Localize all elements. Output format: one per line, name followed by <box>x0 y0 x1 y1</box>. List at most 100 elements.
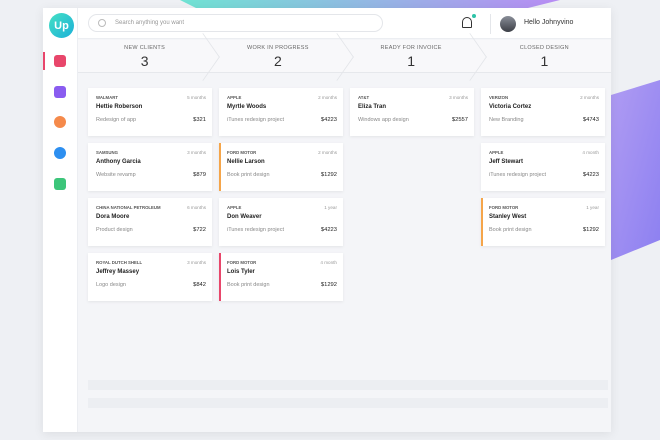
placeholder-row <box>88 398 608 408</box>
avatar[interactable] <box>500 16 516 32</box>
placeholder-row <box>88 380 608 390</box>
company: APPLE <box>227 95 242 100</box>
search-input[interactable]: Search anything you want <box>88 14 383 32</box>
project-card[interactable]: CHINA NATIONAL PETROLEUM 6 months Dora Moo… <box>88 198 212 246</box>
card-row: Book print design $1292 <box>227 282 337 288</box>
notifications[interactable] <box>462 14 476 28</box>
nav-reports[interactable] <box>54 116 66 128</box>
project-card[interactable]: SAMSUNG 3 months Anthony Garcia Website rev… <box>88 143 212 191</box>
duration: 1 year <box>324 205 337 210</box>
price: $4743 <box>582 117 599 123</box>
project: iTunes redesign project <box>489 172 546 178</box>
price: $4223 <box>320 117 337 123</box>
project-card[interactable]: VERIZON 2 months Victoria Cortez New Brandi… <box>481 88 605 136</box>
price: $879 <box>193 172 206 178</box>
client-name: Victoria Cortez <box>489 104 532 110</box>
duration: 4 month <box>320 260 337 265</box>
stage-header[interactable]: WORK IN PROGRESS 2 <box>211 40 344 72</box>
client-name: Stanley West <box>489 214 527 220</box>
duration: 6 months <box>187 205 206 210</box>
client-name: Nellie Larson <box>227 159 265 165</box>
company: APPLE <box>227 205 242 210</box>
stage-title: READY FOR INVOICE <box>380 45 442 51</box>
client-name: Don Weaver <box>227 214 262 220</box>
logo[interactable]: Up <box>49 13 74 38</box>
duration: 3 months <box>449 95 468 100</box>
project: Book print design <box>227 172 270 178</box>
card-row: APPLE 1 year <box>227 205 337 210</box>
card-row: FORD MOTOR 1 year <box>489 205 599 210</box>
client-name: Lois Tyler <box>227 269 255 275</box>
card-row: Redesign of app $321 <box>96 117 206 123</box>
company: FORD MOTOR <box>227 260 257 265</box>
header: Search anything you want Hello Johnyvino <box>78 8 611 39</box>
duration: 3 months <box>187 150 206 155</box>
price: $1292 <box>320 282 337 288</box>
company: SAMSUNG <box>96 150 118 155</box>
nav-dashboard[interactable] <box>54 55 66 67</box>
company: ROYAL DUTCH SHELL <box>96 260 143 265</box>
project-card[interactable]: FORD MOTOR 2 months Nellie Larson Book prin… <box>219 143 343 191</box>
company: VERIZON <box>489 95 509 100</box>
card-row: Website revamp $879 <box>96 172 206 178</box>
client-name: Eliza Tran <box>358 104 387 110</box>
nav-explore[interactable] <box>54 147 66 159</box>
duration: 2 months <box>318 150 337 155</box>
client-name: Dora Moore <box>96 214 130 220</box>
duration: 2 months <box>318 95 337 100</box>
card-row: Book print design $1292 <box>489 227 599 233</box>
stage-header[interactable]: NEW CLIENTS 3 <box>78 40 211 72</box>
company: FORD MOTOR <box>489 205 519 210</box>
project-card[interactable]: FORD MOTOR 4 month Lois Tyler Book print de… <box>219 253 343 301</box>
client-name: Anthony Garcia <box>96 159 141 165</box>
project-card[interactable]: ROYAL DUTCH SHELL 3 months Jeffrey Massey L… <box>88 253 212 301</box>
card-row: APPLE 4 month <box>489 150 599 155</box>
card-row: APPLE 2 months <box>227 95 337 100</box>
user-greeting: Hello Johnyvino <box>524 19 574 26</box>
card-row: iTunes redesign project $4223 <box>227 117 337 123</box>
client-name: Jeff Stewart <box>489 159 524 165</box>
duration: 5 months <box>187 95 206 100</box>
project: iTunes redesign project <box>227 227 284 233</box>
stage-header[interactable]: READY FOR INVOICE 1 <box>345 40 478 72</box>
project: Product design <box>96 227 133 233</box>
stage-title: NEW CLIENTS <box>124 45 166 51</box>
card-row: FORD MOTOR 4 month <box>227 260 337 265</box>
stage-count: 2 <box>273 53 282 69</box>
project-card[interactable]: APPLE 1 year Don Weaver iTunes redesign pro… <box>219 198 343 246</box>
column: AT&T 3 months Eliza Tran Windows app design… <box>350 88 474 301</box>
divider <box>490 14 491 34</box>
stage-count: 1 <box>540 53 549 69</box>
company: FORD MOTOR <box>227 150 257 155</box>
project-card[interactable]: AT&T 3 months Eliza Tran Windows app design… <box>350 88 474 136</box>
project-card[interactable]: FORD MOTOR 1 year Stanley West Book print d… <box>481 198 605 246</box>
card-row: SAMSUNG 3 months <box>96 150 206 155</box>
stage-title: CLOSED DESIGN <box>519 45 569 51</box>
project-card[interactable]: APPLE 2 months Myrtle Woods iTunes redesign… <box>219 88 343 136</box>
company: APPLE <box>489 150 504 155</box>
card-row: CHINA NATIONAL PETROLEUM 6 months <box>96 205 206 210</box>
price: $4223 <box>320 227 337 233</box>
project-card[interactable]: APPLE 4 month Jeff Stewart iTunes redesign … <box>481 143 605 191</box>
price: $4223 <box>582 172 599 178</box>
price: $1292 <box>582 227 599 233</box>
stage-header[interactable]: CLOSED DESIGN 1 <box>478 40 611 72</box>
side-shape <box>611 80 660 260</box>
duration: 4 month <box>582 150 599 155</box>
project: Book print design <box>227 282 270 288</box>
card-row: AT&T 3 months <box>358 95 468 100</box>
active-indicator <box>43 52 45 70</box>
project: Windows app design <box>358 117 409 123</box>
project-card[interactable]: WALMART 5 months Hettie Roberson Redesign o… <box>88 88 212 136</box>
project: Redesign of app <box>96 117 137 123</box>
card-row: VERIZON 2 months <box>489 95 599 100</box>
nav-shop[interactable] <box>54 178 66 190</box>
price: $722 <box>193 227 206 233</box>
card-row: Book print design $1292 <box>227 172 337 178</box>
project: Website revamp <box>96 172 136 178</box>
card-row: New Branding $4743 <box>489 117 599 123</box>
duration: 3 months <box>187 260 206 265</box>
nav-calendar[interactable] <box>54 86 66 98</box>
